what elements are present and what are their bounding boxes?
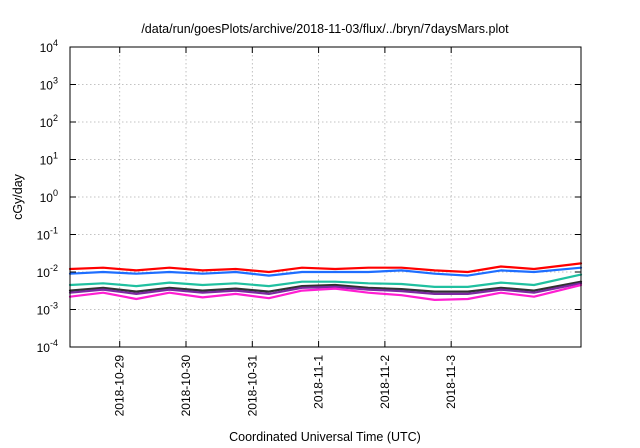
x-tick-label: 2018-10-30 bbox=[179, 355, 193, 417]
series-line-1 bbox=[68, 262, 583, 274]
y-tick-label: 10-4 bbox=[37, 338, 58, 355]
plot-frame bbox=[69, 46, 582, 348]
y-tick-label: 101 bbox=[40, 151, 58, 168]
y-tick-label: 10-2 bbox=[37, 263, 58, 280]
y-tick-label: 10-1 bbox=[37, 226, 58, 243]
series-layer bbox=[68, 262, 583, 301]
axis-ticks: 10-4 10-3 10-2 10-1 100 101 102 103 104 2018-10-2… bbox=[37, 38, 581, 416]
series-line-5 bbox=[68, 282, 583, 295]
chart-title: /data/run/goesPlots/archive/2018-11-03/f… bbox=[141, 22, 509, 36]
y-tick-label: 102 bbox=[40, 113, 58, 130]
x-tick-label: 2018-10-29 bbox=[113, 355, 127, 417]
x-tick-label: 2018-11-3 bbox=[444, 355, 458, 409]
y-axis-label: cGy/day bbox=[11, 173, 25, 220]
series-line-2 bbox=[68, 266, 583, 277]
y-tick-label: 104 bbox=[40, 38, 58, 55]
y-tick-label: 103 bbox=[40, 76, 58, 93]
y-tick-label: 10-3 bbox=[37, 301, 58, 318]
series-line-4 bbox=[68, 280, 583, 293]
x-tick-label: 2018-11-2 bbox=[378, 355, 392, 409]
series-line-6 bbox=[68, 283, 583, 301]
x-tick-label: 2018-10-31 bbox=[245, 355, 259, 417]
y-tick-label: 100 bbox=[40, 188, 58, 205]
series-line-3 bbox=[68, 273, 583, 288]
x-axis-label: Coordinated Universal Time (UTC) bbox=[229, 430, 421, 444]
x-tick-label: 2018-11-1 bbox=[312, 355, 326, 409]
